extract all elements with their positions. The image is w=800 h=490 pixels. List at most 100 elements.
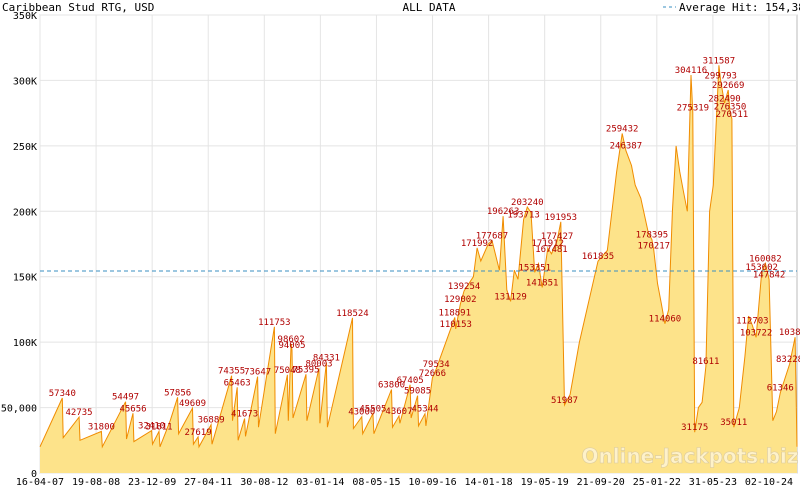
data-label: 54497 [112, 393, 139, 403]
data-label: 73647 [244, 368, 271, 378]
data-label: 161835 [582, 252, 615, 262]
x-tick-label: 02-10-24 [745, 477, 793, 488]
data-label: 57856 [164, 388, 191, 398]
chart-title: Caribbean Stud RTG, USD [2, 1, 154, 14]
data-label: 118891 [439, 308, 472, 318]
y-tick-label: 300K [13, 76, 37, 87]
data-label: 111753 [258, 318, 291, 328]
data-label: 31175 [681, 423, 708, 433]
data-label: 79534 [423, 360, 450, 370]
y-tick-label: 50,000 [1, 404, 37, 415]
y-tick-label: 0 [31, 469, 37, 480]
data-label: 75395 [292, 365, 319, 375]
data-label: 110153 [439, 320, 472, 330]
x-tick-label: 16-04-07 [16, 477, 64, 488]
data-label: 196263 [487, 207, 520, 217]
data-label: 112703 [736, 317, 769, 327]
data-label: 292669 [712, 81, 745, 91]
data-label: 153351 [518, 263, 551, 273]
watermark: Online-Jackpots.biz [581, 444, 798, 468]
y-tick-label: 350K [13, 11, 37, 22]
data-label: 31800 [88, 422, 115, 432]
data-label: 59085 [404, 387, 431, 397]
data-label: 170217 [638, 241, 671, 251]
x-tick-label: 30-08-12 [240, 477, 288, 488]
data-label: 141851 [526, 278, 559, 288]
y-tick-label: 100K [13, 338, 37, 349]
y-tick-label: 200K [13, 207, 37, 218]
x-tick-label: 23-12-09 [128, 477, 176, 488]
data-label: 114060 [649, 315, 682, 325]
data-label: 282490 [708, 94, 741, 104]
data-label: 160082 [749, 255, 782, 265]
data-label: 171992 [461, 239, 494, 249]
data-label: 147842 [753, 271, 786, 281]
data-label: 103807 [779, 328, 800, 338]
data-label: 177687 [476, 231, 509, 241]
data-label: 80003 [305, 359, 332, 369]
data-label: 129002 [444, 295, 477, 305]
data-label: 139254 [448, 282, 481, 292]
data-label: 153602 [745, 263, 778, 273]
data-label: 36889 [198, 416, 225, 426]
data-label: 84331 [313, 354, 340, 364]
data-label: 167481 [535, 245, 568, 255]
data-label: 32410 [138, 422, 165, 432]
data-label: 72666 [419, 369, 446, 379]
x-tick-label: 10-09-16 [408, 477, 456, 488]
data-label: 49609 [179, 399, 206, 409]
x-tick-label: 27-04-11 [184, 477, 232, 488]
data-label: 270511 [716, 110, 749, 120]
data-label: 177427 [541, 232, 574, 242]
data-label: 42735 [66, 408, 93, 418]
data-label: 81611 [692, 357, 719, 367]
data-label: 74355 [218, 367, 245, 377]
data-label: 83228 [776, 355, 800, 365]
x-axis-ticks: 16-04-07 19-08-08 23-12-09 27-04-11 30-08-12… [16, 477, 793, 488]
chart-subtitle: ALL DATA [403, 1, 456, 14]
average-legend-label: Average Hit: 154,386 [679, 1, 800, 14]
data-label: 43000 [348, 408, 375, 418]
x-tick-label: 14-01-18 [465, 477, 513, 488]
data-label: 203240 [511, 198, 544, 208]
jackpot-area [40, 65, 797, 474]
x-tick-label: 03-01-14 [296, 477, 344, 488]
data-label: 275319 [677, 104, 710, 114]
data-label: 178395 [636, 231, 669, 241]
y-axis-ticks: 0 50,000 100K 150K 200K 250K 300K 350K [1, 11, 37, 480]
data-label: 45505 [359, 404, 386, 414]
jackpot-line [39, 65, 798, 449]
data-label: 35011 [720, 418, 747, 428]
data-label: 75048 [274, 366, 301, 376]
data-label: 98602 [278, 335, 305, 345]
data-label: 67405 [397, 376, 424, 386]
data-label: 45656 [119, 404, 146, 414]
data-label: 31811 [145, 422, 172, 432]
data-label: 311587 [703, 56, 736, 66]
data-label: 41673 [231, 409, 258, 419]
data-label: 103722 [740, 328, 773, 338]
data-label: 65463 [224, 378, 251, 388]
data-label: 51987 [551, 396, 578, 406]
data-label: 118524 [336, 309, 369, 319]
x-tick-label: 21-09-20 [577, 477, 625, 488]
data-label: 299793 [704, 72, 737, 82]
data-label: 259432 [606, 125, 639, 135]
data-label: 94005 [278, 341, 305, 351]
data-label: 276350 [714, 102, 747, 112]
data-label: 171912 [532, 239, 565, 249]
data-label: 43607 [385, 407, 412, 417]
data-label: 193713 [507, 211, 540, 221]
data-label: 63800 [378, 381, 405, 391]
y-tick-label: 150K [13, 273, 37, 284]
x-tick-label: 25-01-22 [633, 477, 681, 488]
x-tick-label: 19-05-19 [521, 477, 569, 488]
x-tick-label: 08-05-15 [352, 477, 400, 488]
data-label: 191953 [545, 213, 578, 223]
x-tick-label: 19-08-08 [72, 477, 120, 488]
data-label: 27619 [185, 428, 212, 438]
data-label: 246387 [610, 142, 643, 152]
data-label: 45344 [411, 405, 438, 415]
